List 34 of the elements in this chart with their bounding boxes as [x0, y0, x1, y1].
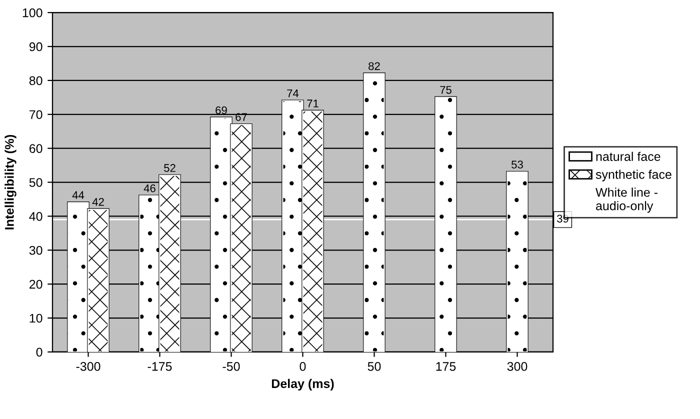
legend-label: natural face: [596, 152, 660, 161]
y-tick-label: 60: [30, 144, 42, 153]
y-tick-label: 20: [30, 280, 42, 289]
x-tick-label: 50: [368, 362, 381, 371]
x-axis-title: Delay (ms): [272, 378, 334, 391]
data-label: 42: [92, 198, 104, 206]
y-tick-label: 0: [36, 348, 42, 357]
legend-label: synthetic face: [596, 170, 672, 182]
x-tick-label: 300: [507, 362, 528, 371]
x-tick-label: -50: [222, 362, 240, 371]
data-label: 82: [368, 62, 380, 70]
text: White line - audio-only: [596, 188, 658, 213]
y-tick-label: 30: [29, 246, 42, 255]
y-tick-label: 70: [30, 110, 42, 120]
data-label: 52: [164, 164, 176, 172]
data-label: 44: [72, 191, 84, 199]
data-label: 71: [307, 100, 318, 108]
data-label: 69: [216, 106, 227, 114]
y-tick-label: 40: [29, 212, 42, 221]
y-tick-label: 50: [29, 178, 42, 187]
data-label: 74: [287, 89, 299, 98]
x-tick-label: -175: [148, 362, 172, 371]
y-tick-label: 80: [29, 76, 42, 86]
x-tick-label: -300: [76, 362, 100, 371]
y-axis-title: Intelligibility (%): [4, 134, 16, 230]
x-tick-label: 175: [436, 362, 456, 371]
data-label: 75: [440, 86, 452, 94]
y-tick-label: 10: [30, 314, 42, 323]
x-tick-label: 0: [300, 362, 306, 371]
y-tick-label: 100: [22, 8, 42, 18]
data-label: 53: [512, 160, 523, 168]
ref-line-label: 39: [557, 214, 568, 223]
y-tick-label: 90: [29, 42, 42, 52]
data-label: 46: [144, 184, 156, 192]
